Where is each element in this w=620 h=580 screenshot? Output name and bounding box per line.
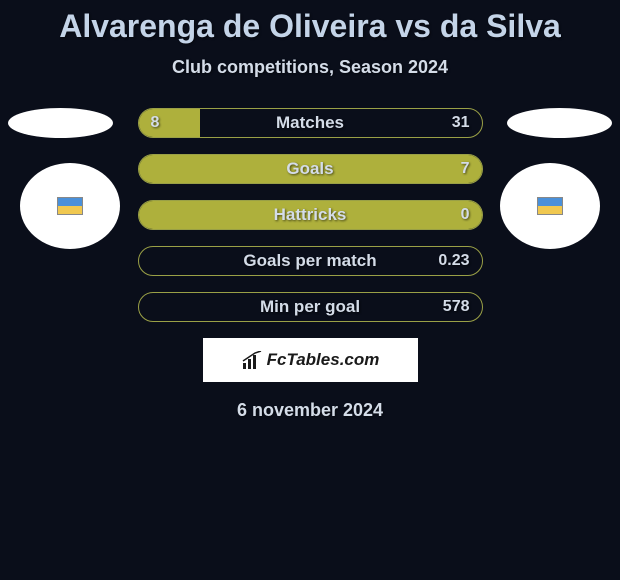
flag-icon	[57, 197, 83, 215]
stat-row: Hattricks 0	[138, 200, 483, 230]
stat-rows: 8 Matches 31 Goals 7 Hattricks 0	[138, 108, 483, 322]
stat-value-right: 0.23	[438, 247, 469, 275]
stat-row: Min per goal 578	[138, 292, 483, 322]
stats-area: 8 Matches 31 Goals 7 Hattricks 0	[0, 108, 620, 421]
player-circle-left	[20, 163, 120, 249]
player-badge-left	[8, 108, 113, 138]
main-container: Alvarenga de Oliveira vs da Silva Club c…	[0, 0, 620, 421]
stat-label: Hattricks	[139, 201, 482, 229]
chart-icon	[241, 351, 263, 369]
date-text: 6 november 2024	[0, 400, 620, 421]
player-badge-right	[507, 108, 612, 138]
player-circle-right	[500, 163, 600, 249]
stat-label: Matches	[139, 109, 482, 137]
stat-label: Goals per match	[139, 247, 482, 275]
stat-row: Goals 7	[138, 154, 483, 184]
stat-value-right: 7	[461, 155, 470, 183]
brand-text: FcTables.com	[267, 350, 380, 370]
stat-label: Goals	[139, 155, 482, 183]
flag-icon	[537, 197, 563, 215]
brand-logo: FcTables.com	[241, 350, 380, 370]
stat-value-right: 578	[443, 293, 470, 321]
subtitle: Club competitions, Season 2024	[0, 57, 620, 78]
stat-row: Goals per match 0.23	[138, 246, 483, 276]
stat-label: Min per goal	[139, 293, 482, 321]
brand-box: FcTables.com	[203, 338, 418, 382]
stat-value-right: 31	[452, 109, 470, 137]
stat-value-right: 0	[461, 201, 470, 229]
stat-row: 8 Matches 31	[138, 108, 483, 138]
page-title: Alvarenga de Oliveira vs da Silva	[0, 8, 620, 45]
